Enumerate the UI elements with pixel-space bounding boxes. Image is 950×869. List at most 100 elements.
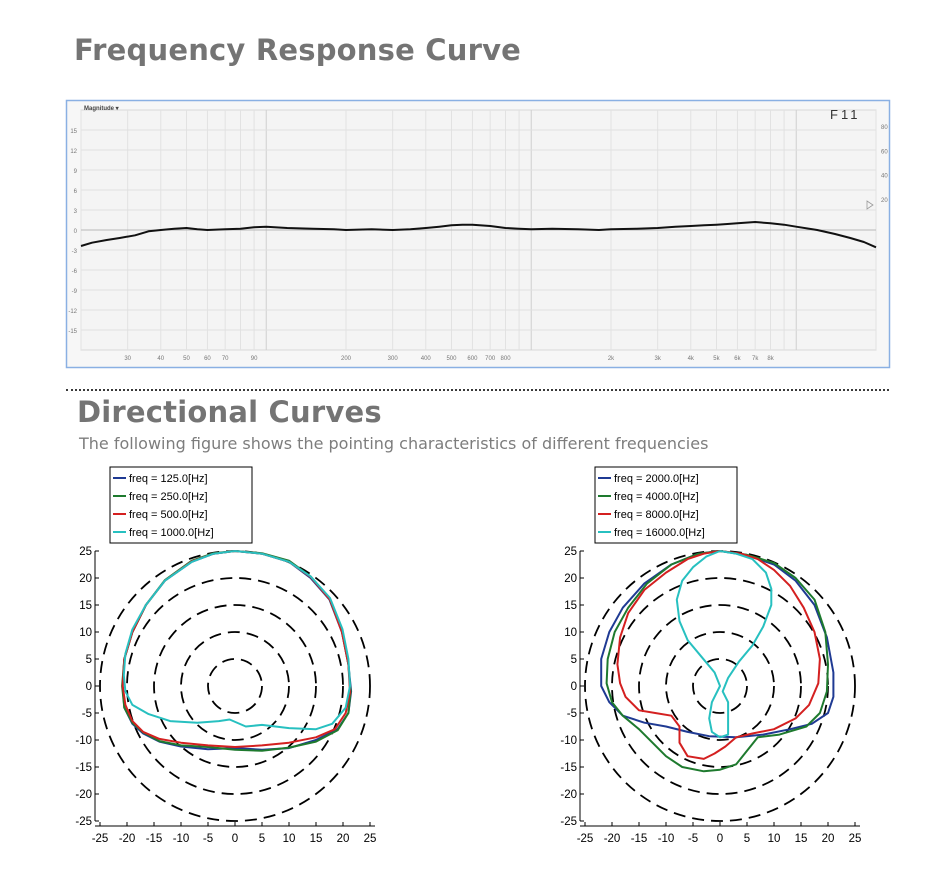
y-tick-label: -10 xyxy=(560,735,577,747)
directional-curves-title: Directional Curves xyxy=(77,395,382,429)
polar-series-line xyxy=(675,550,773,739)
legend-label: freq = 16000.0[Hz] xyxy=(614,527,705,539)
polar-grid-ring xyxy=(665,631,775,741)
x-tick-label: 15 xyxy=(310,833,323,845)
x-tick-label: 20 xyxy=(822,833,835,845)
y-tick-label: -15 xyxy=(75,762,92,774)
x-tick-label: 70 xyxy=(222,356,229,362)
y-tick-label: 20 xyxy=(564,573,577,585)
x-tick-label: 40 xyxy=(157,356,164,362)
legend-label: freq = 1000.0[Hz] xyxy=(129,527,214,539)
y-tick-label: 5 xyxy=(571,654,577,666)
polar-series-line xyxy=(121,550,352,752)
x-tick-label: -20 xyxy=(604,833,621,845)
x-tick-label: 200 xyxy=(341,356,352,362)
polar-series-line xyxy=(616,550,821,760)
y-tick-label: -15 xyxy=(560,762,577,774)
x-tick-label: 0 xyxy=(717,833,723,845)
x-tick-label: 600 xyxy=(467,356,478,362)
y-tick-label: 12 xyxy=(70,149,77,155)
frequency-response-line xyxy=(80,221,877,249)
x-tick-label: -10 xyxy=(173,833,190,845)
chart-tag: F11 xyxy=(830,107,860,122)
x-tick-label: 2k xyxy=(608,356,615,362)
polar-grid-ring xyxy=(692,658,748,714)
y-tick-label: 10 xyxy=(564,627,577,639)
x-tick-label: 400 xyxy=(421,356,432,362)
y-tick-label: -5 xyxy=(82,708,92,720)
x-tick-label: 3k xyxy=(654,356,661,362)
x-tick-label: 20 xyxy=(337,833,350,845)
x-tick-label: 10 xyxy=(768,833,781,845)
y-tick-label: 25 xyxy=(564,546,577,558)
x-tick-label: -25 xyxy=(92,833,109,845)
y-tick-label: -10 xyxy=(75,735,92,747)
x-tick-label: -15 xyxy=(631,833,648,845)
polar-grid-ring xyxy=(638,604,802,768)
x-tick-label: 6k xyxy=(734,356,741,362)
y-tick-label: 25 xyxy=(79,546,92,558)
polar-series-line xyxy=(605,550,829,773)
legend-label: freq = 250.0[Hz] xyxy=(129,491,208,503)
polar-series-line xyxy=(121,550,353,751)
y-tick-label: 9 xyxy=(74,169,78,175)
legend-box xyxy=(109,466,253,544)
x-tick-label: 5 xyxy=(744,833,750,845)
x-tick-label: -10 xyxy=(658,833,675,845)
legend-label: freq = 2000.0[Hz] xyxy=(614,473,699,485)
y-tick-label: 0 xyxy=(86,681,92,693)
x-tick-label: 5k xyxy=(713,356,720,362)
legend-box xyxy=(594,466,738,544)
y-tick-label: -9 xyxy=(72,289,78,295)
x-tick-label: 7k xyxy=(752,356,759,362)
legend-label: freq = 8000.0[Hz] xyxy=(614,509,699,521)
x-tick-label: -5 xyxy=(688,833,698,845)
x-tick-label: 25 xyxy=(849,833,862,845)
y-tick-label: -5 xyxy=(567,708,577,720)
x-tick-label: -5 xyxy=(203,833,213,845)
x-tick-label: 500 xyxy=(446,356,457,362)
y-tick-label: 15 xyxy=(79,600,92,612)
x-tick-label: 25 xyxy=(364,833,377,845)
y-tick-label: -3 xyxy=(72,249,78,255)
polar-series-line xyxy=(122,550,351,731)
y-tick-label: 0 xyxy=(74,229,78,235)
y-right-tick-label: 80 xyxy=(881,125,888,131)
x-tick-label: 90 xyxy=(251,356,258,362)
polar-grid-ring xyxy=(153,604,317,768)
polar-grid-ring xyxy=(207,658,263,714)
polar-chart-high-frequencies: 25 20 15 10 5 0 -5 -10 -15 -20 -25-25 -20 -15 -10 -5 0 5… xyxy=(560,466,862,845)
y-tick-label: 5 xyxy=(86,654,92,666)
x-tick-label: 15 xyxy=(795,833,808,845)
polar-grid-ring xyxy=(180,631,290,741)
legend-label: freq = 125.0[Hz] xyxy=(129,473,208,485)
x-tick-label: 8k xyxy=(767,356,774,362)
y-tick-label: -12 xyxy=(68,309,77,315)
legend-label: freq = 500.0[Hz] xyxy=(129,509,208,521)
x-tick-label: 300 xyxy=(388,356,399,362)
y-tick-label: 3 xyxy=(74,209,78,215)
y-tick-label: -20 xyxy=(75,789,92,801)
x-tick-label: -15 xyxy=(146,833,163,845)
x-tick-label: -25 xyxy=(577,833,594,845)
polar-grid-ring xyxy=(126,577,344,795)
x-tick-label: 60 xyxy=(204,356,211,362)
x-tick-label: 10 xyxy=(283,833,296,845)
polar-grid-ring xyxy=(99,550,371,822)
x-tick-label: -20 xyxy=(119,833,136,845)
polar-series-line xyxy=(600,550,835,739)
x-tick-label: 50 xyxy=(183,356,190,362)
y-tick-label: 6 xyxy=(74,189,78,195)
y-tick-label: -20 xyxy=(560,789,577,801)
x-tick-label: 4k xyxy=(688,356,695,362)
y-tick-label: 10 xyxy=(79,627,92,639)
x-tick-label: 30 xyxy=(124,356,131,362)
frequency-response-title: Frequency Response Curve xyxy=(74,33,522,67)
y-right-tick-label: 60 xyxy=(881,149,888,155)
x-tick-label: 700 xyxy=(485,356,496,362)
y-tick-label: -6 xyxy=(72,269,78,275)
y-tick-label: -15 xyxy=(68,329,77,335)
x-tick-label: 800 xyxy=(501,356,512,362)
directional-curves-subtitle: The following figure shows the pointing … xyxy=(79,434,709,453)
